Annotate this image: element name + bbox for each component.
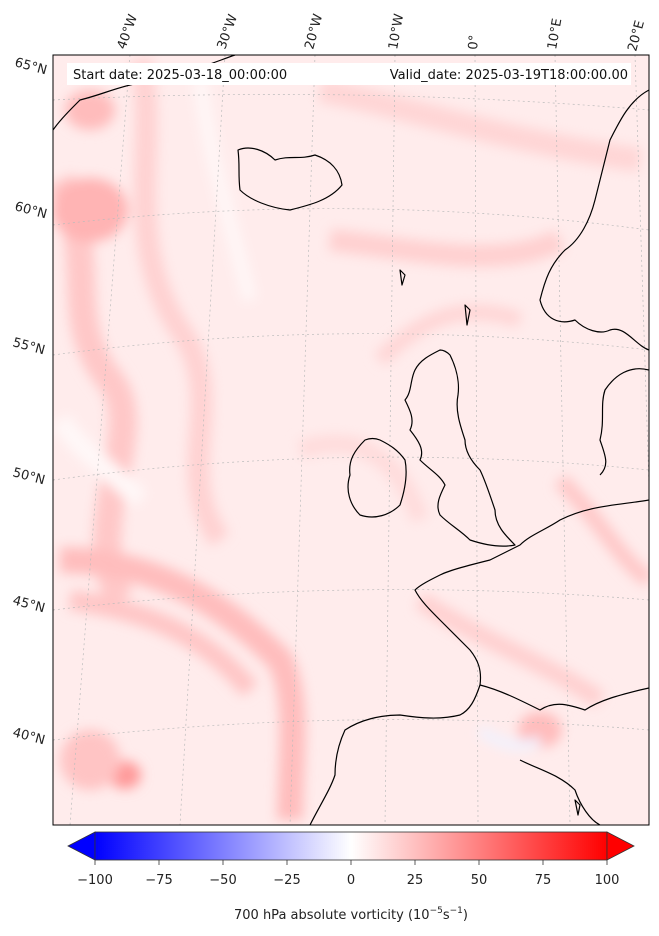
ireland-coast — [347, 437, 407, 518]
colorbar-tick-label: −25 — [273, 873, 300, 888]
header-box — [67, 63, 631, 85]
lon-label-0: 0° — [466, 34, 482, 50]
colorbar-tick-label: 0 — [347, 873, 355, 888]
graticule — [53, 55, 649, 825]
lon-label-40w: 40°W — [115, 12, 141, 51]
colorbar-tick-label: −75 — [145, 873, 172, 888]
norway-coast — [539, 89, 649, 351]
colorbar-body — [94, 831, 608, 861]
vorticity-field — [53, 57, 649, 821]
colorbar: −100 −75 −50 −25 0 25 50 75 100 700 hPa absolute… — [67, 831, 635, 923]
denmark-sweden-coast — [599, 368, 649, 476]
lon-label-10e: 10°E — [545, 17, 565, 50]
start-date-label: Start date: 2025-03-18_00:00:00 — [73, 68, 287, 83]
valid-date-label: Valid_date: 2025-03-19T18:00:00.00 — [390, 68, 628, 83]
mediterranean-coast — [479, 684, 649, 711]
lon-label-30w: 30°W — [215, 12, 241, 51]
lat-label-40n: 40°N — [11, 725, 47, 748]
colorbar-tick-label: −50 — [209, 873, 236, 888]
colorbar-label: 700 hPa absolute vorticity (10−5s−1) — [234, 906, 468, 923]
colorbar-tick-label: 25 — [407, 873, 424, 888]
lon-label-20e: 20°E — [625, 19, 648, 53]
latitude-labels: 65°N 60°N 55°N 50°N 45°N 40°N — [11, 55, 49, 748]
colorbar-high-extend — [606, 831, 635, 861]
lat-label-45n: 45°N — [11, 593, 47, 616]
map-frame — [52, 54, 650, 826]
colorbar-low-extend — [67, 831, 96, 861]
continental-europe-coast — [309, 499, 649, 825]
great-britain-coast — [404, 349, 516, 547]
lat-label-50n: 50°N — [11, 465, 47, 488]
lat-label-60n: 60°N — [13, 199, 49, 222]
longitude-labels: 40°W 30°W 20°W 10°W 0° 10°E 20°E — [115, 12, 648, 53]
lon-label-10w: 10°W — [386, 13, 407, 51]
colorbar-ticks: −100 −75 −50 −25 0 25 50 75 100 — [77, 860, 619, 888]
colorbar-tick-label: 50 — [471, 873, 488, 888]
map-panel — [53, 55, 649, 825]
iceland-coast — [237, 147, 343, 211]
lat-label-65n: 65°N — [13, 55, 49, 78]
lon-label-20w: 20°W — [302, 12, 326, 51]
colorbar-tick-label: −100 — [77, 873, 113, 888]
colorbar-tick-label: 100 — [595, 873, 620, 888]
lat-label-55n: 55°N — [11, 335, 47, 358]
colorbar-tick-label: 75 — [535, 873, 552, 888]
